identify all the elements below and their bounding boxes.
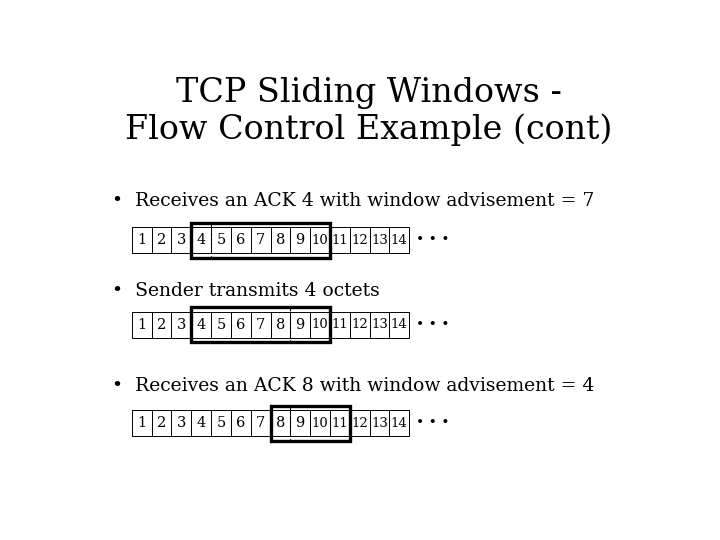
Bar: [231, 227, 251, 253]
Bar: [132, 227, 152, 253]
Bar: [171, 227, 192, 253]
Bar: [369, 312, 390, 338]
Bar: [350, 410, 369, 436]
Text: 7: 7: [256, 416, 265, 430]
Text: 10: 10: [312, 318, 328, 331]
Text: • • •: • • •: [416, 416, 449, 430]
Bar: [390, 227, 409, 253]
Text: 5: 5: [217, 233, 225, 247]
Text: 7: 7: [256, 233, 265, 247]
Bar: [290, 410, 310, 436]
Bar: [330, 410, 350, 436]
Bar: [271, 410, 290, 436]
Bar: [251, 227, 271, 253]
Bar: [271, 227, 290, 253]
Text: 9: 9: [296, 233, 305, 247]
Text: 2: 2: [157, 233, 166, 247]
Bar: [310, 227, 330, 253]
Text: 12: 12: [351, 318, 368, 331]
Bar: [251, 312, 271, 338]
Bar: [290, 312, 310, 338]
Bar: [211, 410, 231, 436]
Text: 8: 8: [276, 233, 285, 247]
Text: 4: 4: [197, 318, 206, 332]
Text: 5: 5: [217, 318, 225, 332]
Text: 9: 9: [296, 318, 305, 332]
Bar: [171, 312, 192, 338]
Text: 14: 14: [391, 234, 408, 247]
Bar: [271, 406, 350, 441]
Text: 2: 2: [157, 318, 166, 332]
Bar: [132, 312, 152, 338]
Bar: [152, 227, 171, 253]
Bar: [251, 410, 271, 436]
Bar: [171, 410, 192, 436]
Bar: [211, 312, 231, 338]
Text: 12: 12: [351, 417, 368, 430]
Bar: [211, 227, 231, 253]
Text: 1: 1: [138, 416, 146, 430]
Text: 5: 5: [217, 416, 225, 430]
Text: 10: 10: [312, 417, 328, 430]
Text: 13: 13: [371, 318, 388, 331]
Bar: [390, 312, 409, 338]
Bar: [350, 227, 369, 253]
Text: 11: 11: [331, 234, 348, 247]
Bar: [192, 410, 211, 436]
Text: 11: 11: [331, 318, 348, 331]
Text: •  Receives an ACK 4 with window advisement = 7: • Receives an ACK 4 with window adviseme…: [112, 192, 595, 210]
Text: •  Sender transmits 4 octets: • Sender transmits 4 octets: [112, 282, 380, 300]
Bar: [152, 410, 171, 436]
Text: •  Receives an ACK 8 with window advisement = 4: • Receives an ACK 8 with window adviseme…: [112, 377, 595, 395]
Bar: [369, 410, 390, 436]
Text: 3: 3: [176, 318, 186, 332]
Text: 1: 1: [138, 318, 146, 332]
Text: 6: 6: [236, 318, 246, 332]
Text: 9: 9: [296, 416, 305, 430]
Bar: [350, 312, 369, 338]
Text: 13: 13: [371, 234, 388, 247]
Text: 1: 1: [138, 233, 146, 247]
Text: 3: 3: [176, 233, 186, 247]
Bar: [192, 227, 211, 253]
Bar: [330, 227, 350, 253]
Text: 8: 8: [276, 318, 285, 332]
Bar: [290, 227, 310, 253]
Bar: [192, 223, 330, 258]
Text: • • •: • • •: [416, 318, 449, 332]
Bar: [390, 410, 409, 436]
Text: 4: 4: [197, 233, 206, 247]
Text: 14: 14: [391, 417, 408, 430]
Text: 8: 8: [276, 416, 285, 430]
Text: 10: 10: [312, 234, 328, 247]
Text: 2: 2: [157, 416, 166, 430]
Bar: [271, 312, 290, 338]
Text: 12: 12: [351, 234, 368, 247]
Bar: [231, 410, 251, 436]
Bar: [330, 312, 350, 338]
Bar: [192, 312, 211, 338]
Text: TCP Sliding Windows -
Flow Control Example (cont): TCP Sliding Windows - Flow Control Examp…: [125, 77, 613, 146]
Bar: [310, 312, 330, 338]
Text: 14: 14: [391, 318, 408, 331]
Bar: [192, 307, 330, 342]
Text: 4: 4: [197, 416, 206, 430]
Text: 6: 6: [236, 416, 246, 430]
Text: 7: 7: [256, 318, 265, 332]
Bar: [152, 312, 171, 338]
Text: 11: 11: [331, 417, 348, 430]
Text: 6: 6: [236, 233, 246, 247]
Bar: [231, 312, 251, 338]
Text: 13: 13: [371, 417, 388, 430]
Text: 3: 3: [176, 416, 186, 430]
Text: • • •: • • •: [416, 233, 449, 247]
Bar: [310, 410, 330, 436]
Bar: [132, 410, 152, 436]
Bar: [369, 227, 390, 253]
